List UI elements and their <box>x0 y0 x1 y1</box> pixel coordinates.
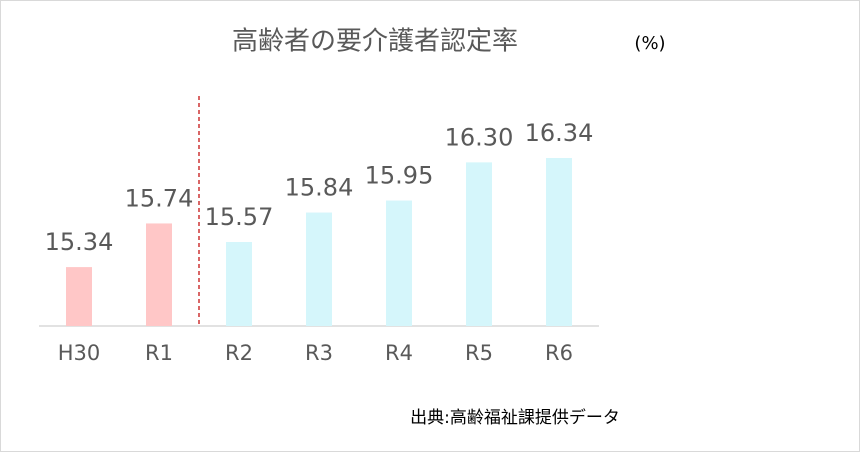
bar <box>386 200 412 326</box>
x-tick-label: R2 <box>225 341 253 365</box>
value-label: 15.84 <box>285 174 354 202</box>
x-tick-label: R3 <box>305 341 333 365</box>
value-label: 15.95 <box>365 162 434 190</box>
value-label: 16.34 <box>525 119 594 147</box>
bar <box>146 223 172 326</box>
value-label: 15.34 <box>45 228 114 256</box>
x-tick-label: R1 <box>145 341 173 365</box>
value-label: 15.74 <box>125 184 194 212</box>
unit-label: (%) <box>634 33 665 54</box>
value-label: 16.30 <box>445 123 514 151</box>
x-tick-label: R6 <box>545 341 573 365</box>
x-tick-label: R4 <box>385 341 413 365</box>
value-label: 15.57 <box>205 203 274 231</box>
bar <box>226 242 252 326</box>
source-note: 出典:高齢福祉課提供データ <box>410 407 620 428</box>
bar <box>546 158 572 326</box>
bar <box>306 212 332 326</box>
x-tick-label: H30 <box>58 341 101 365</box>
bar <box>466 162 492 326</box>
chart-title: 高齢者の要介護者認定率 <box>232 27 518 57</box>
bar <box>66 267 92 326</box>
x-tick-label: R5 <box>465 341 493 365</box>
